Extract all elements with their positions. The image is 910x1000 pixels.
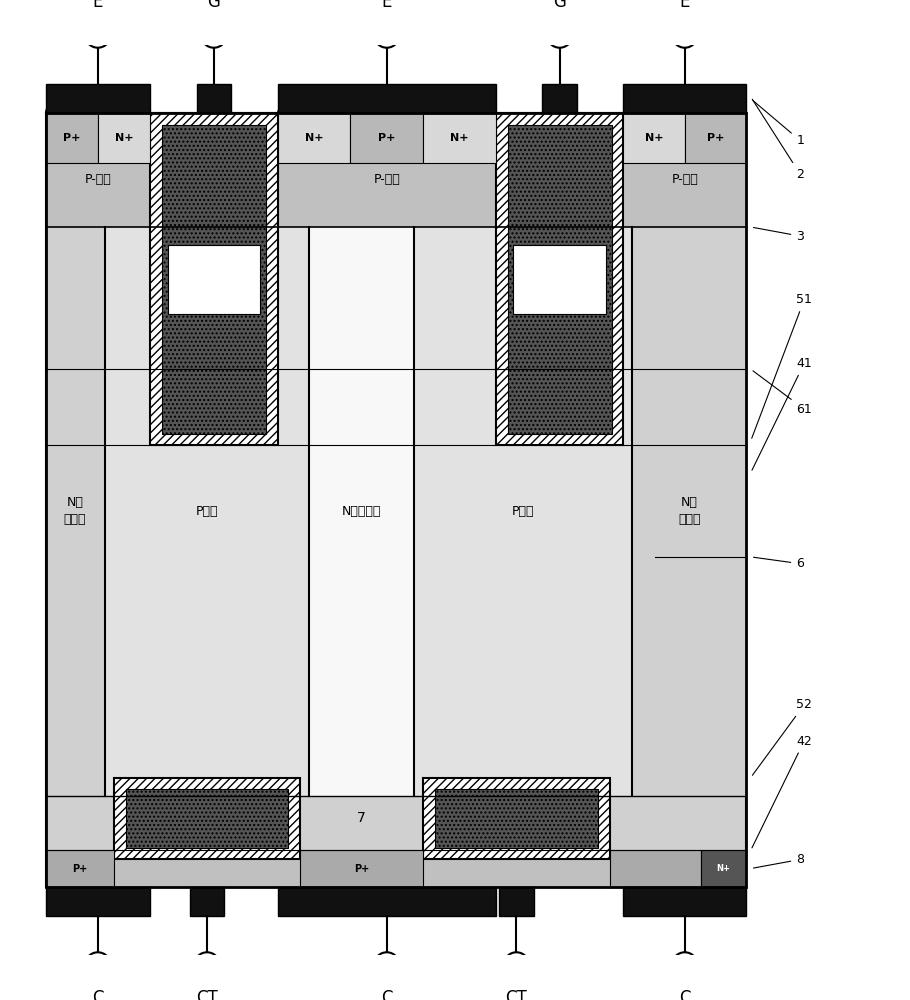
Text: Gate: Gate bbox=[541, 272, 578, 286]
Bar bbox=[542, 84, 577, 113]
Bar bbox=[435, 789, 598, 848]
Bar bbox=[414, 227, 632, 796]
Bar bbox=[499, 887, 533, 916]
Text: C: C bbox=[381, 989, 392, 1000]
Text: 8: 8 bbox=[753, 853, 804, 868]
Bar bbox=[278, 887, 496, 916]
Text: C: C bbox=[92, 989, 104, 1000]
Text: Gate: Gate bbox=[196, 272, 232, 286]
Bar bbox=[350, 113, 423, 163]
Bar bbox=[278, 84, 496, 113]
Bar bbox=[278, 113, 350, 163]
Text: CT: CT bbox=[506, 989, 527, 1000]
Bar bbox=[46, 850, 114, 887]
Bar bbox=[508, 125, 612, 434]
Text: P+: P+ bbox=[707, 133, 724, 143]
Bar bbox=[150, 113, 278, 445]
Text: G: G bbox=[207, 0, 220, 11]
Text: CT: CT bbox=[197, 989, 217, 1000]
Text: 41: 41 bbox=[752, 357, 812, 470]
Text: P型条: P型条 bbox=[196, 505, 218, 518]
Bar bbox=[98, 113, 150, 163]
Text: E: E bbox=[381, 0, 392, 11]
Text: 2: 2 bbox=[753, 99, 804, 181]
Text: N+: N+ bbox=[450, 133, 469, 143]
Text: 42: 42 bbox=[752, 735, 812, 848]
Bar bbox=[701, 850, 746, 887]
Text: 61: 61 bbox=[753, 371, 812, 416]
Text: P+: P+ bbox=[378, 133, 396, 143]
Bar bbox=[190, 887, 225, 916]
Bar bbox=[46, 84, 150, 113]
Text: 1: 1 bbox=[753, 100, 804, 147]
Text: 52: 52 bbox=[753, 698, 812, 775]
Text: 6: 6 bbox=[753, 557, 804, 570]
Text: N+: N+ bbox=[716, 864, 731, 873]
Text: N+: N+ bbox=[305, 133, 323, 143]
Bar bbox=[46, 113, 746, 887]
Bar bbox=[46, 850, 746, 887]
Text: 3: 3 bbox=[753, 228, 804, 243]
Text: G: G bbox=[553, 0, 566, 11]
Bar bbox=[309, 227, 414, 796]
Bar bbox=[197, 84, 231, 113]
Text: N+: N+ bbox=[645, 133, 663, 143]
Bar bbox=[105, 227, 309, 796]
Bar bbox=[610, 850, 701, 887]
Bar bbox=[623, 84, 746, 113]
Bar bbox=[623, 113, 684, 163]
Text: N型
漂移区: N型 漂移区 bbox=[64, 496, 86, 526]
Text: P+: P+ bbox=[354, 864, 369, 874]
Text: 7: 7 bbox=[358, 812, 366, 826]
Text: P-阱区: P-阱区 bbox=[672, 173, 698, 186]
Bar bbox=[114, 778, 300, 859]
Bar bbox=[496, 113, 623, 445]
Text: N型
漂移区: N型 漂移区 bbox=[678, 496, 701, 526]
Bar bbox=[46, 887, 150, 916]
Text: P+: P+ bbox=[63, 133, 80, 143]
Bar bbox=[632, 227, 746, 796]
Bar bbox=[300, 850, 423, 887]
Bar bbox=[46, 227, 105, 796]
Bar bbox=[46, 113, 746, 227]
Text: C: C bbox=[679, 989, 691, 1000]
Text: N+: N+ bbox=[115, 133, 133, 143]
Text: E: E bbox=[680, 0, 690, 11]
Text: P-阱区: P-阱区 bbox=[373, 173, 400, 186]
Bar bbox=[46, 113, 98, 163]
Bar bbox=[423, 113, 496, 163]
Bar bbox=[423, 778, 610, 859]
Bar bbox=[46, 113, 746, 887]
Text: P+: P+ bbox=[72, 864, 87, 874]
Text: P型条: P型条 bbox=[512, 505, 534, 518]
Bar bbox=[684, 113, 746, 163]
Bar bbox=[623, 887, 746, 916]
Text: N型漂移区: N型漂移区 bbox=[342, 505, 381, 518]
Text: P-阱区: P-阱区 bbox=[85, 173, 111, 186]
Text: E: E bbox=[93, 0, 103, 11]
Bar bbox=[162, 125, 266, 434]
Text: 51: 51 bbox=[752, 293, 812, 438]
Bar bbox=[126, 789, 288, 848]
